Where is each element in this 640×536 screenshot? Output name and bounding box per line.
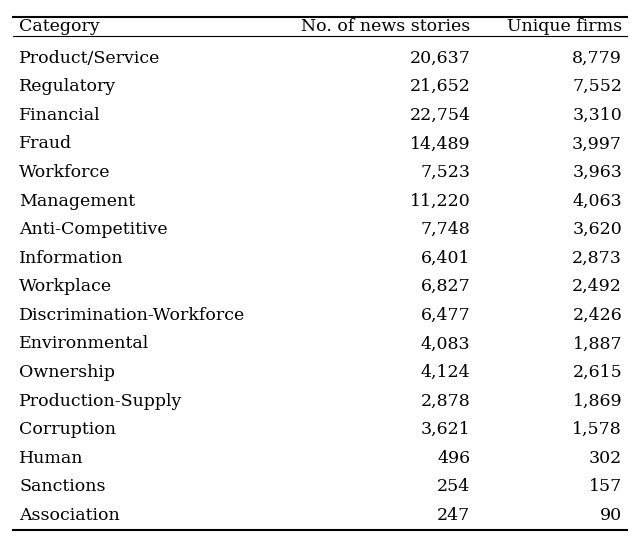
Text: 11,220: 11,220 — [410, 192, 470, 210]
Text: 254: 254 — [437, 478, 470, 495]
Text: 7,748: 7,748 — [420, 221, 470, 238]
Text: 4,063: 4,063 — [572, 192, 622, 210]
Text: 21,652: 21,652 — [410, 78, 470, 95]
Text: Financial: Financial — [19, 107, 101, 124]
Text: Association: Association — [19, 507, 120, 524]
Text: Unique firms: Unique firms — [507, 18, 622, 35]
Text: 90: 90 — [600, 507, 622, 524]
Text: 3,620: 3,620 — [572, 221, 622, 238]
Text: 6,827: 6,827 — [420, 278, 470, 295]
Text: Information: Information — [19, 250, 124, 267]
Text: Anti-Competitive: Anti-Competitive — [19, 221, 168, 238]
Text: 302: 302 — [589, 450, 622, 467]
Text: Regulatory: Regulatory — [19, 78, 116, 95]
Text: Environmental: Environmental — [19, 336, 150, 352]
Text: 7,552: 7,552 — [572, 78, 622, 95]
Text: 3,963: 3,963 — [572, 164, 622, 181]
Text: Product/Service: Product/Service — [19, 50, 161, 67]
Text: Human: Human — [19, 450, 84, 467]
Text: Corruption: Corruption — [19, 421, 116, 438]
Text: 496: 496 — [437, 450, 470, 467]
Text: 14,489: 14,489 — [410, 136, 470, 152]
Text: 1,887: 1,887 — [572, 336, 622, 352]
Text: Workforce: Workforce — [19, 164, 111, 181]
Text: 8,779: 8,779 — [572, 50, 622, 67]
Text: 3,310: 3,310 — [572, 107, 622, 124]
Text: Discrimination-Workforce: Discrimination-Workforce — [19, 307, 246, 324]
Text: 1,578: 1,578 — [572, 421, 622, 438]
Text: Workplace: Workplace — [19, 278, 113, 295]
Text: No. of news stories: No. of news stories — [301, 18, 470, 35]
Text: Fraud: Fraud — [19, 136, 72, 152]
Text: Production-Supply: Production-Supply — [19, 392, 182, 410]
Text: Ownership: Ownership — [19, 364, 115, 381]
Text: 157: 157 — [589, 478, 622, 495]
Text: 3,997: 3,997 — [572, 136, 622, 152]
Text: 4,083: 4,083 — [420, 336, 470, 352]
Text: 247: 247 — [437, 507, 470, 524]
Text: 6,477: 6,477 — [420, 307, 470, 324]
Text: 22,754: 22,754 — [410, 107, 470, 124]
Text: 4,124: 4,124 — [420, 364, 470, 381]
Text: Sanctions: Sanctions — [19, 478, 106, 495]
Text: 2,878: 2,878 — [420, 392, 470, 410]
Text: 2,615: 2,615 — [572, 364, 622, 381]
Text: Management: Management — [19, 192, 135, 210]
Text: 7,523: 7,523 — [420, 164, 470, 181]
Text: 20,637: 20,637 — [410, 50, 470, 67]
Text: 6,401: 6,401 — [421, 250, 470, 267]
Text: 2,492: 2,492 — [572, 278, 622, 295]
Text: 2,426: 2,426 — [572, 307, 622, 324]
Text: 2,873: 2,873 — [572, 250, 622, 267]
Text: Category: Category — [19, 18, 100, 35]
Text: 3,621: 3,621 — [420, 421, 470, 438]
Text: 1,869: 1,869 — [572, 392, 622, 410]
